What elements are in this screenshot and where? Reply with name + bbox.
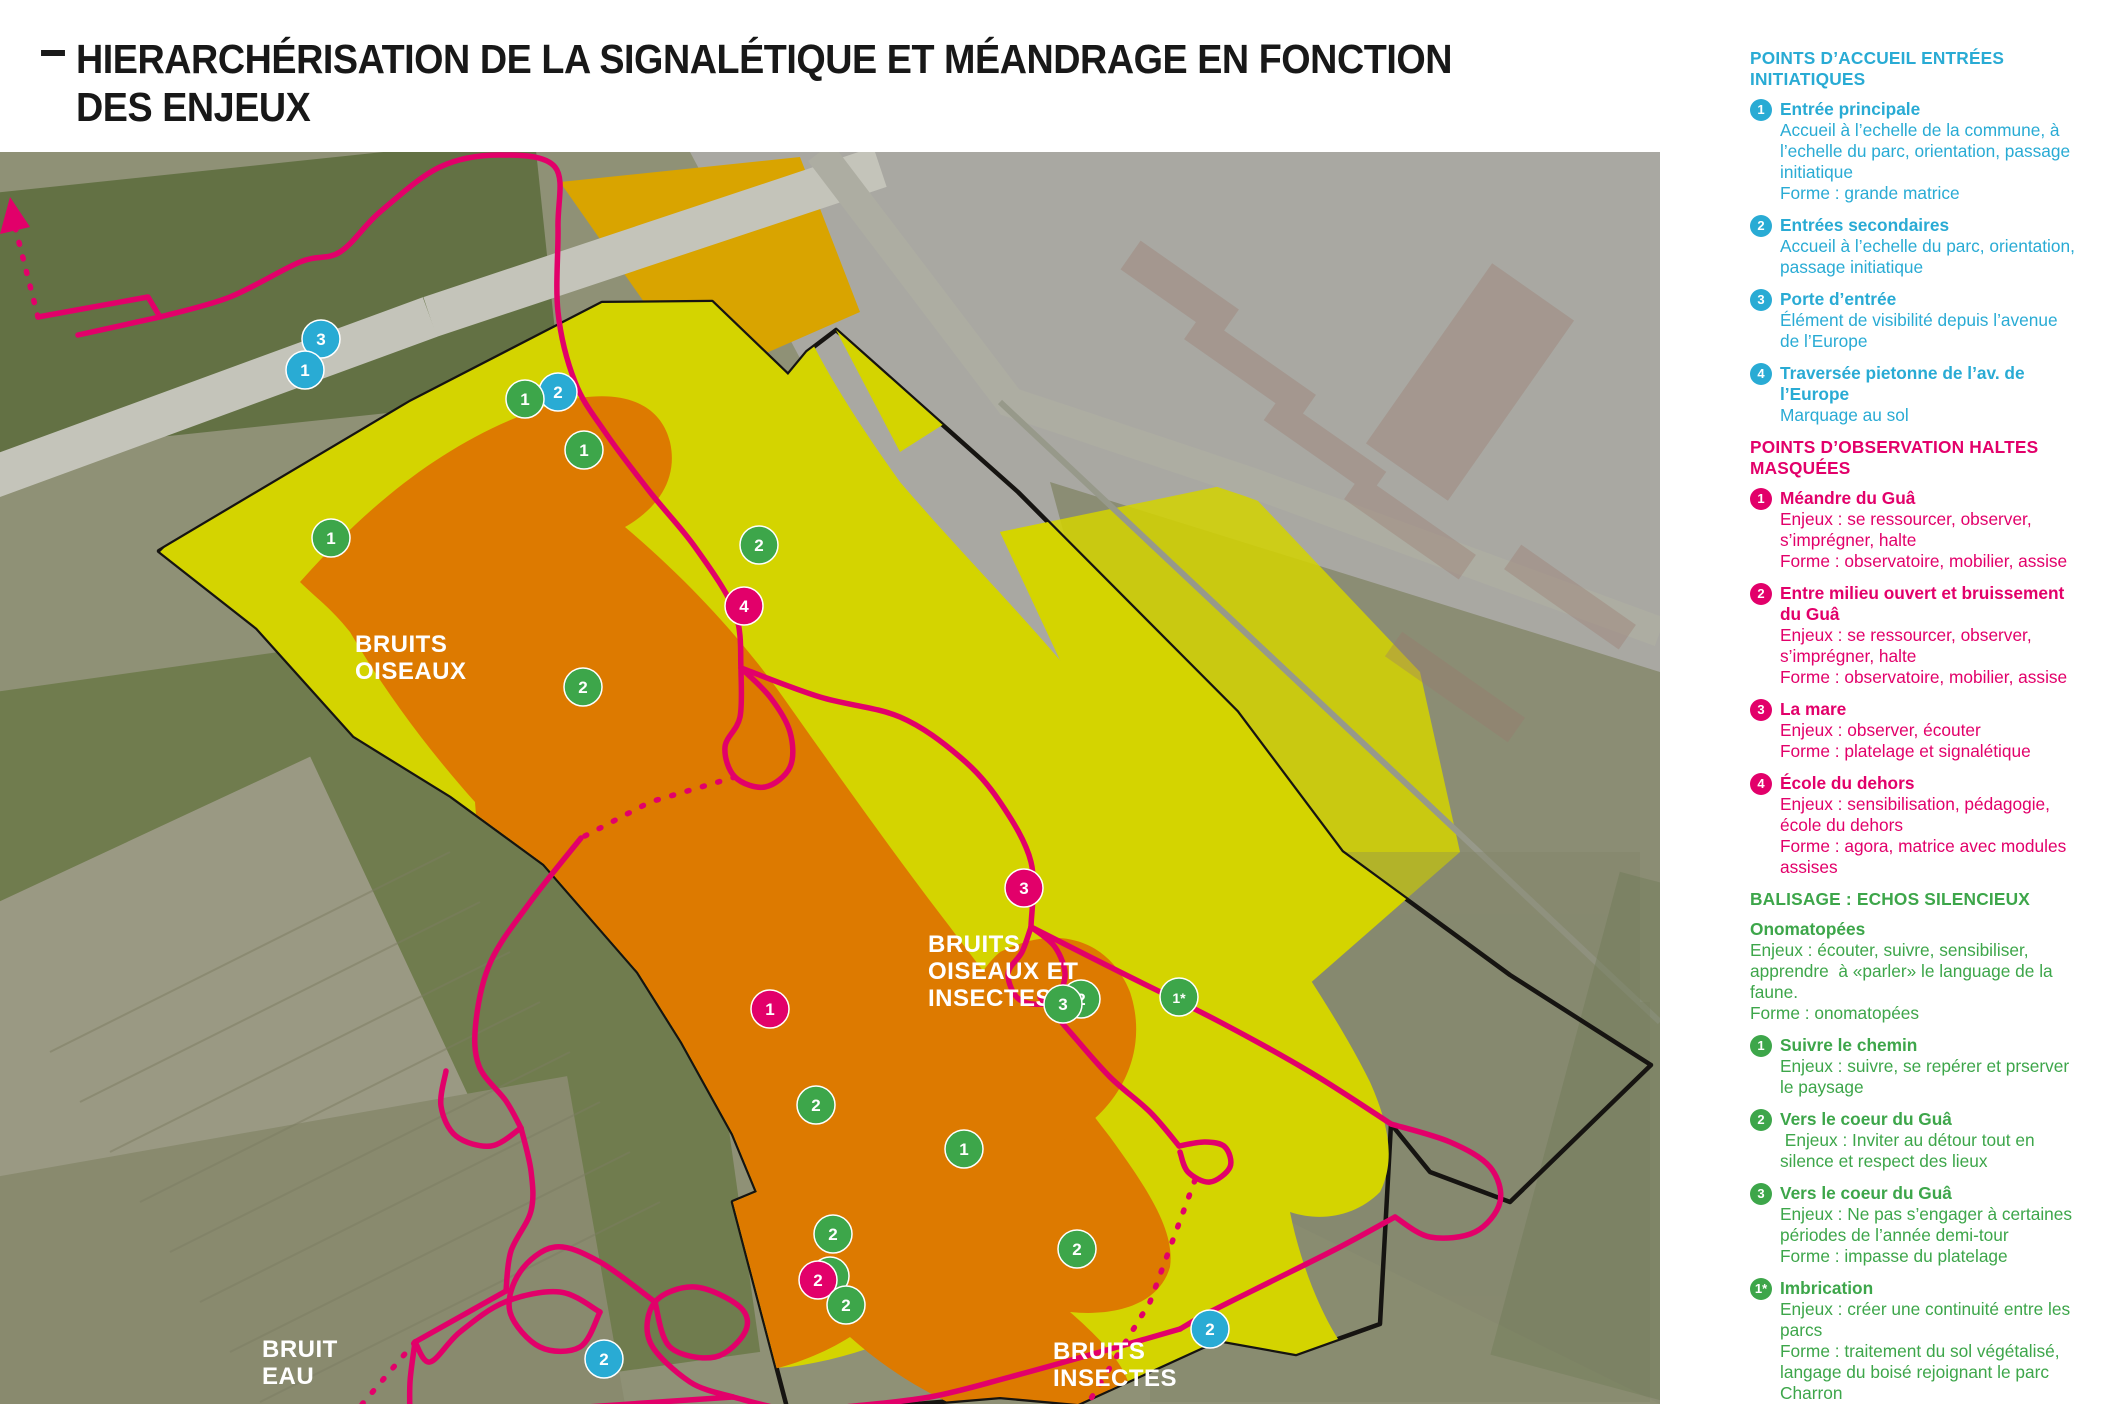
svg-text:2: 2: [841, 1296, 850, 1315]
svg-text:INSECTES: INSECTES: [928, 985, 1052, 1012]
svg-text:1: 1: [579, 441, 588, 460]
svg-text:3: 3: [1058, 995, 1067, 1014]
svg-text:4: 4: [739, 597, 749, 616]
svg-text:2: 2: [811, 1096, 820, 1115]
svg-text:1: 1: [520, 390, 529, 409]
svg-text:3: 3: [316, 330, 325, 349]
svg-text:EAU: EAU: [262, 1363, 314, 1390]
svg-text:2: 2: [578, 678, 587, 697]
svg-text:2: 2: [1205, 1320, 1214, 1339]
svg-text:1: 1: [300, 361, 309, 380]
svg-text:2: 2: [1072, 1240, 1081, 1259]
svg-text:OISEAUX: OISEAUX: [355, 658, 467, 685]
svg-text:BRUITS: BRUITS: [355, 631, 447, 658]
svg-text:2: 2: [828, 1225, 837, 1244]
svg-text:1: 1: [326, 529, 335, 548]
svg-text:2: 2: [813, 1271, 822, 1290]
svg-text:1: 1: [765, 1000, 774, 1019]
svg-text:1*: 1*: [1172, 990, 1186, 1006]
svg-text:3: 3: [1019, 879, 1028, 898]
svg-text:INSECTES: INSECTES: [1053, 1365, 1177, 1392]
svg-text:1: 1: [959, 1140, 968, 1159]
svg-text:BRUIT: BRUIT: [262, 1336, 338, 1363]
svg-text:2: 2: [754, 536, 763, 555]
svg-text:2: 2: [553, 383, 562, 402]
svg-text:2: 2: [599, 1350, 608, 1369]
svg-text:BRUITS: BRUITS: [1053, 1338, 1145, 1365]
svg-text:OISEAUX ET: OISEAUX ET: [928, 958, 1078, 985]
svg-text:BRUITS: BRUITS: [928, 931, 1020, 958]
